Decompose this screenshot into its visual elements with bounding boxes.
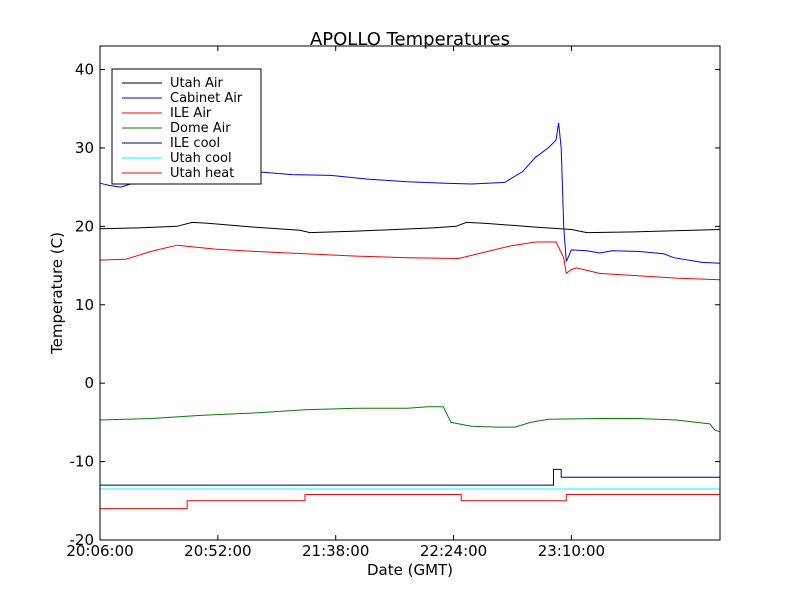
legend-label: ILE cool: [170, 136, 220, 151]
tick-layer: 20:06:00 20:52:00 21:38:00 22:24:00 23:10:00…: [66, 46, 720, 560]
x-axis-label: Date (GMT): [367, 561, 453, 579]
legend-label: Dome Air: [170, 121, 231, 136]
legend-label: ILE Air: [170, 106, 212, 121]
x-tick-label: 22:24:00: [420, 542, 487, 560]
y-tick-label: 20: [75, 217, 94, 235]
legend-box: [111, 68, 262, 185]
y-tick-label: -10: [70, 453, 95, 471]
legend-label: Utah heat: [170, 166, 234, 181]
x-tick-label: 20:52:00: [184, 542, 251, 560]
series-line-dome-air: [99, 406, 721, 433]
series-line-ile-cool: [100, 468, 720, 486]
legend-label: Cabinet Air: [170, 91, 243, 106]
chart-title: APOLLO Temperatures: [310, 29, 510, 50]
x-tick-label: 20:06:00: [66, 542, 133, 560]
x-tick-label: 21:38:00: [302, 542, 369, 560]
y-tick-label: 10: [75, 296, 94, 314]
plot-frame: [99, 45, 721, 541]
series-line-ile-air: [99, 241, 721, 281]
y-axis-label: Temperature (C): [48, 232, 66, 355]
legend-label: Utah cool: [170, 151, 232, 166]
legend-label: Utah Air: [170, 76, 223, 91]
y-tick-label: 30: [75, 139, 94, 157]
y-tick-label: 0: [84, 374, 94, 392]
y-tick-label: -20: [70, 531, 95, 549]
y-tick-label: 40: [75, 61, 94, 79]
x-tick-label: 23:10:00: [538, 542, 605, 560]
series-line-utah-air: [99, 221, 721, 234]
series-line-utah-heat: [100, 494, 720, 510]
